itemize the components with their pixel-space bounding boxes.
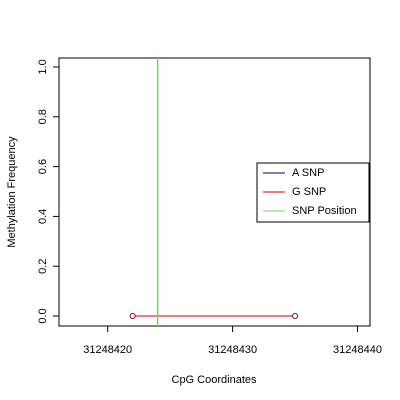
y-tick-label: 0.2: [37, 259, 49, 274]
plot-frame: [58, 57, 371, 327]
y-tick-label: 0.6: [37, 159, 49, 174]
series-point: [129, 312, 136, 320]
y-axis-label: Methylation Frequency: [6, 136, 18, 248]
x-tick-label: 31248430: [208, 344, 257, 356]
x-tick-label: 31248440: [333, 344, 382, 356]
series-point: [291, 312, 299, 320]
legend-label: SNP Position: [292, 205, 357, 217]
legend-label: A SNP: [292, 167, 324, 179]
y-tick-label: 0.8: [37, 109, 49, 124]
x-axis-label: CpG Coordinates: [172, 374, 257, 386]
y-tick-label: 1.0: [37, 59, 49, 74]
x-tick-label: 31248420: [83, 344, 132, 356]
y-tick-label: 0.4: [37, 209, 49, 224]
legend-label: G SNP: [292, 186, 326, 198]
y-tick-label: 0.0: [37, 308, 49, 323]
